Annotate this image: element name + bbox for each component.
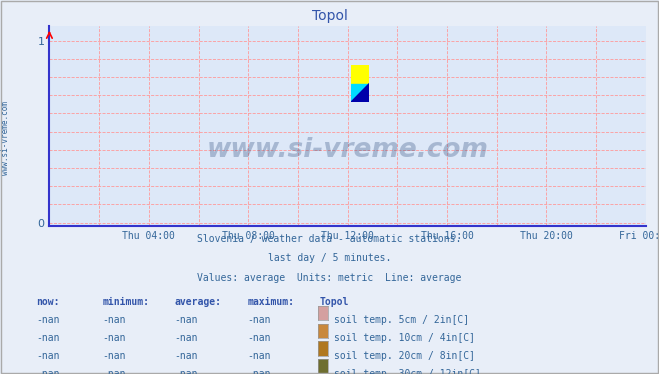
Polygon shape	[351, 83, 369, 102]
Text: -nan: -nan	[247, 333, 271, 343]
Text: -nan: -nan	[175, 333, 198, 343]
Text: -nan: -nan	[175, 369, 198, 374]
Text: -nan: -nan	[102, 333, 126, 343]
Text: -nan: -nan	[36, 315, 60, 325]
Text: Values: average  Units: metric  Line: average: Values: average Units: metric Line: aver…	[197, 273, 462, 283]
Polygon shape	[351, 83, 369, 102]
Text: -nan: -nan	[247, 351, 271, 361]
Polygon shape	[351, 65, 369, 83]
Text: now:: now:	[36, 297, 60, 307]
Text: www.si-vreme.com: www.si-vreme.com	[1, 101, 10, 175]
Text: -nan: -nan	[175, 315, 198, 325]
Text: www.si-vreme.com: www.si-vreme.com	[207, 137, 488, 163]
Text: -nan: -nan	[102, 315, 126, 325]
Text: Slovenia / weather data - automatic stations.: Slovenia / weather data - automatic stat…	[197, 234, 462, 244]
Text: last day / 5 minutes.: last day / 5 minutes.	[268, 253, 391, 263]
Text: -nan: -nan	[36, 333, 60, 343]
Text: average:: average:	[175, 297, 221, 307]
Text: Topol: Topol	[312, 9, 347, 23]
Text: -nan: -nan	[175, 351, 198, 361]
Text: soil temp. 10cm / 4in[C]: soil temp. 10cm / 4in[C]	[334, 333, 475, 343]
Text: -nan: -nan	[102, 351, 126, 361]
Text: -nan: -nan	[102, 369, 126, 374]
Text: maximum:: maximum:	[247, 297, 294, 307]
Text: Topol: Topol	[320, 297, 349, 307]
Text: -nan: -nan	[36, 351, 60, 361]
Text: -nan: -nan	[247, 315, 271, 325]
Text: soil temp. 20cm / 8in[C]: soil temp. 20cm / 8in[C]	[334, 351, 475, 361]
Text: soil temp. 30cm / 12in[C]: soil temp. 30cm / 12in[C]	[334, 369, 481, 374]
Text: -nan: -nan	[36, 369, 60, 374]
Text: -nan: -nan	[247, 369, 271, 374]
Text: minimum:: minimum:	[102, 297, 149, 307]
Text: soil temp. 5cm / 2in[C]: soil temp. 5cm / 2in[C]	[334, 315, 469, 325]
